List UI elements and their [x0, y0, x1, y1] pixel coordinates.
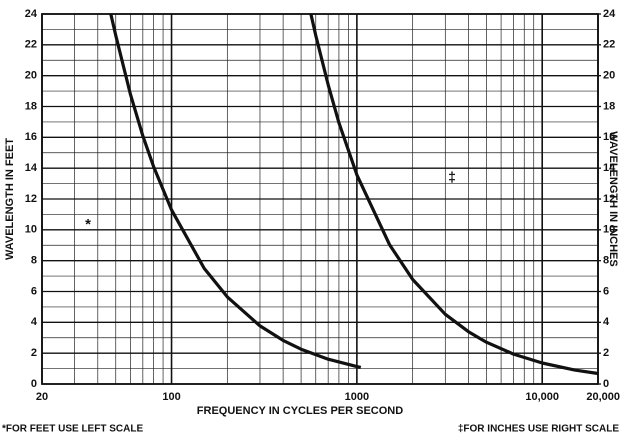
- y2-tick-label: 0: [603, 378, 609, 390]
- y2-tick-label: 12: [603, 193, 615, 205]
- y2-tick-label: 4: [603, 316, 610, 328]
- y-tick-label: 8: [31, 255, 37, 267]
- y-tick-label: 0: [31, 378, 37, 390]
- y2-tick-label: 14: [603, 162, 616, 174]
- y-tick-label: 12: [25, 193, 37, 205]
- y2-tick-label: 10: [603, 224, 615, 236]
- y-tick-label: 16: [25, 131, 37, 143]
- y-tick-label: 24: [25, 8, 38, 20]
- y-tick-label: 22: [25, 39, 37, 51]
- y-tick-label: 14: [25, 162, 38, 174]
- y-tick-label: 4: [31, 316, 38, 328]
- annotation: *: [85, 216, 91, 233]
- x-tick-label: 20: [36, 391, 48, 403]
- y2-tick-label: 6: [603, 285, 609, 297]
- curve: [309, 13, 599, 376]
- x-tick-label: 10,000: [525, 391, 559, 403]
- y2-tick-label: 8: [603, 255, 609, 267]
- y-axis-label: WAVELENGTH IN FEET: [4, 138, 16, 260]
- x-tick-label: 20,000: [586, 391, 620, 403]
- footnote: *FOR FEET USE LEFT SCALE: [2, 424, 143, 435]
- x-tick-label: 100: [162, 391, 180, 403]
- y-tick-label: 10: [25, 224, 37, 236]
- annotation: ‡: [448, 169, 456, 185]
- y2-tick-label: 24: [603, 8, 616, 20]
- y-tick-label: 6: [31, 285, 37, 297]
- y2-tick-label: 2: [603, 347, 609, 359]
- y-tick-label: 18: [25, 100, 37, 112]
- curve: [109, 13, 362, 369]
- y2-axis-label: WAVELENGTH IN INCHES: [607, 131, 619, 266]
- y-tick-label: 20: [25, 70, 37, 82]
- y2-tick-label: 16: [603, 131, 615, 143]
- x-tick-label: 1000: [345, 391, 369, 403]
- y2-tick-label: 20: [603, 70, 615, 82]
- y2-tick-label: 18: [603, 100, 615, 112]
- footnote: ‡FOR INCHES USE RIGHT SCALE: [458, 424, 619, 435]
- x-axis-label: FREQUENCY IN CYCLES PER SECOND: [197, 405, 403, 417]
- y2-tick-label: 22: [603, 39, 615, 51]
- plot-frame: [41, 13, 599, 385]
- y-tick-label: 2: [31, 347, 37, 359]
